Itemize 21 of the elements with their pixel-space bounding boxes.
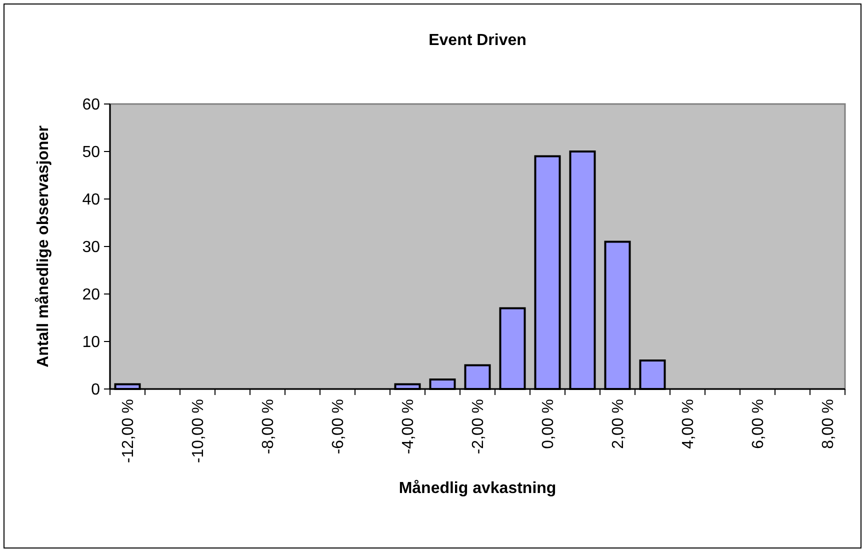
y-tick-label: 10 bbox=[82, 334, 100, 352]
x-tick-label: 4,00 % bbox=[680, 399, 698, 449]
x-tick-label: 8,00 % bbox=[820, 399, 838, 449]
x-axis-title: Månedlig avkastning bbox=[398, 479, 556, 497]
x-tick-label: 2,00 % bbox=[610, 399, 628, 449]
y-tick-label: 0 bbox=[91, 382, 100, 399]
y-tick-label: 30 bbox=[82, 239, 100, 256]
x-tick-label: -2,00 % bbox=[470, 399, 488, 454]
x-tick-label: -12,00 % bbox=[120, 399, 138, 464]
y-tick-label: 60 bbox=[82, 96, 100, 114]
y-tick-label: 50 bbox=[82, 144, 100, 162]
x-tick-label: -10,00 % bbox=[190, 399, 208, 464]
x-tick-label: 0,00 % bbox=[540, 399, 558, 449]
chart-title: Event Driven bbox=[428, 32, 526, 49]
y-axis-title: Antall månedlige observasjoner bbox=[34, 126, 52, 368]
x-tick-label: -8,00 % bbox=[260, 399, 278, 454]
y-tick-label: 40 bbox=[82, 192, 100, 209]
x-tick-label: 6,00 % bbox=[750, 399, 768, 449]
x-tick-label: -6,00 % bbox=[330, 399, 348, 454]
y-tick-label: 20 bbox=[82, 286, 100, 304]
x-tick-label: -4,00 % bbox=[400, 399, 418, 454]
